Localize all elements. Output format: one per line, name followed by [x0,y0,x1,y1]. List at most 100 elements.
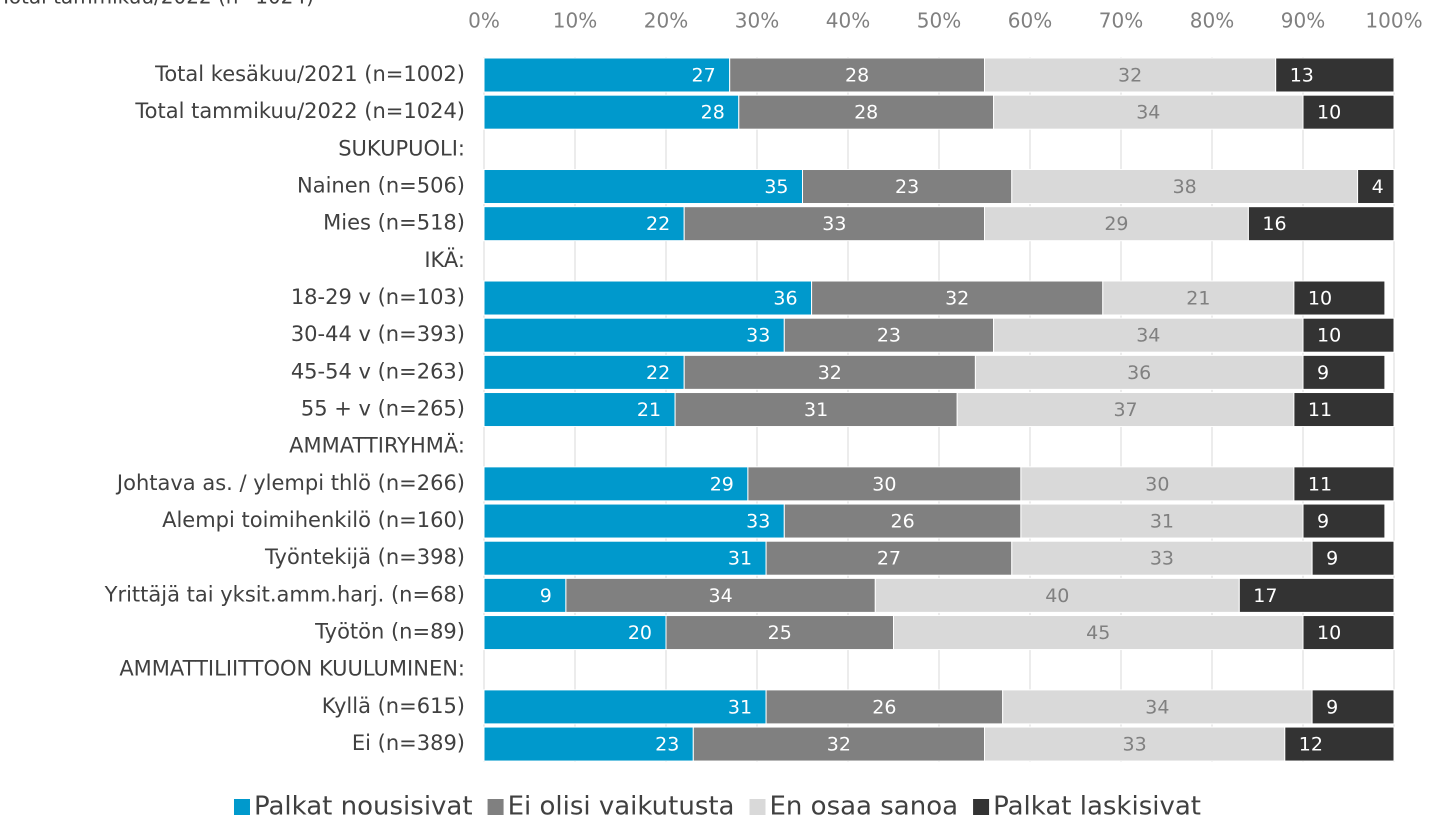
bar-segment [1102,280,1295,316]
legend-swatch [487,799,504,815]
data-label: 34 [1136,102,1160,124]
bar-segment [683,206,985,242]
data-label: 32 [827,734,851,756]
category-label: AMMATTIRYHMÄ: [289,433,465,458]
data-label: 26 [891,511,915,533]
bar-segment [1302,317,1395,353]
data-label: 34 [1136,325,1160,347]
bar-segment [1020,503,1304,539]
category-label: Työtön (n=89) [314,620,465,644]
data-label: 10 [1308,288,1332,310]
data-label: 28 [845,65,869,87]
bar-segment [1302,354,1386,390]
bar-segment [993,317,1304,353]
subtitle: Total tammikuu/2022 (n=1024) [0,0,314,9]
data-label: 11 [1308,399,1332,421]
bar-segment [1293,466,1395,502]
category-label: Kyllä (n=615) [322,694,465,718]
data-label: 10 [1317,325,1341,347]
x-tick-label: 10% [553,9,597,33]
category-label: Total tammikuu/2022 (n=1024) [134,99,465,123]
data-label: 21 [637,399,661,421]
category-label: Yrittäjä tai yksit.amm.harj. (n=68) [104,582,465,606]
bar-segment [1011,169,1359,205]
legend-label: Ei olisi vaikutusta [508,792,735,822]
data-label: 28 [701,102,725,124]
bar-segment [1020,466,1295,502]
bar-segment [565,577,876,613]
bar-segment [993,94,1304,130]
bar-segment [483,466,749,502]
bar-segment [1293,392,1395,428]
legend-label: En osaa sanoa [770,792,959,822]
bar-segment [483,689,767,725]
category-label: 55 + v (n=265) [301,397,465,421]
category-label: 45-54 v (n=263) [291,359,465,383]
bar-segment [674,392,958,428]
bar-segment [665,615,894,651]
category-label: Mies (n=518) [323,211,465,235]
data-label: 28 [854,102,878,124]
bar-segment [483,577,567,613]
data-label: 36 [1127,362,1151,384]
x-tick-label: 40% [826,9,870,33]
category-label: Ei (n=389) [352,731,465,755]
bar-segment [874,577,1240,613]
bar-segment [1275,57,1395,93]
data-label: 31 [728,548,752,570]
data-label: 32 [945,288,969,310]
bar-segment [483,317,785,353]
bar-segment [765,689,1004,725]
bar-segment [483,354,685,390]
bar-segment [483,615,667,651]
bar-segment [483,94,740,130]
legend-label: Palkat nousisivat [254,792,473,822]
data-label: 38 [1173,176,1197,198]
bar-segment [1311,689,1395,725]
x-tick-label: 0% [468,9,500,33]
data-label: 34 [709,585,733,607]
data-label: 31 [1150,511,1174,533]
bar-segment [483,540,767,576]
category-label: Työntekijä (n=398) [264,545,465,569]
data-label: 33 [822,213,846,235]
data-label: 10 [1317,622,1341,644]
data-label: 31 [804,399,828,421]
bar-segment [692,726,985,762]
data-label: 32 [1118,65,1142,87]
bar-segment [483,206,685,242]
bar-segment [1293,280,1386,316]
data-label: 17 [1253,585,1277,607]
bar-segment [1302,615,1395,651]
bar-segment [738,94,995,130]
data-label: 9 [1317,362,1329,384]
data-label: 27 [692,65,716,87]
category-label: Alempi toimihenkilö (n=160) [162,508,465,532]
bar-segment [1011,540,1313,576]
data-label: 9 [1317,511,1329,533]
legend-swatch [233,799,250,815]
data-label: 45 [1086,622,1110,644]
bar-segment [802,169,1013,205]
data-label: 33 [746,325,770,347]
bar-segment [984,206,1249,242]
data-label: 40 [1045,585,1069,607]
data-label: 23 [895,176,919,198]
bar-segment [811,280,1104,316]
data-label: 33 [1123,734,1147,756]
x-tick-label: 30% [735,9,779,33]
bar-segment [1284,726,1395,762]
data-label: 9 [1326,548,1338,570]
data-label: 30 [1145,473,1169,495]
bar-segment [765,540,1013,576]
x-tick-label: 90% [1281,9,1325,33]
data-label: 34 [1145,696,1169,718]
bar-segment [747,466,1022,502]
data-label: 4 [1372,176,1384,198]
bar-segment [783,503,1022,539]
data-label: 29 [710,473,734,495]
bar-segment [1002,689,1313,725]
category-label: 30-44 v (n=393) [291,322,465,346]
data-label: 27 [877,548,901,570]
data-label: 21 [1186,288,1210,310]
